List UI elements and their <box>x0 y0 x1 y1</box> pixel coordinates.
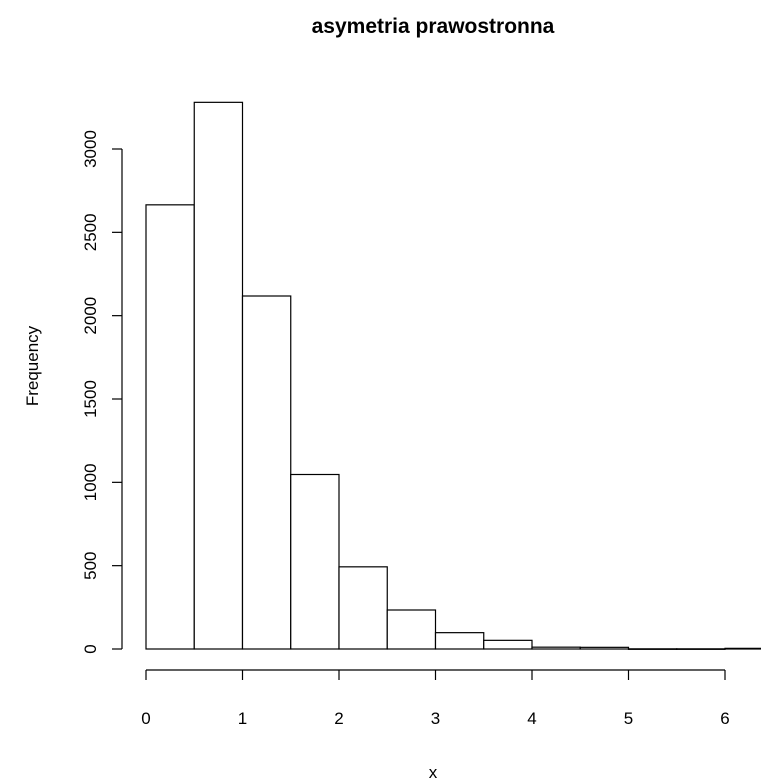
histogram-bar <box>483 639 533 650</box>
histogram-bar <box>531 646 581 650</box>
x-tick-label: 1 <box>238 709 247 728</box>
y-tick-label: 2000 <box>81 297 100 335</box>
x-tick-label: 3 <box>431 709 440 728</box>
x-tick-label: 2 <box>334 709 343 728</box>
histogram-bar <box>627 648 678 650</box>
chart-title: asymetria prawostronna <box>312 15 555 38</box>
histogram-bar <box>579 646 630 650</box>
bars-group <box>145 101 761 650</box>
histogram-bar <box>290 473 340 650</box>
y-tick-label: 500 <box>81 551 100 579</box>
x-tick-label: 4 <box>527 709 536 728</box>
y-tick-label: 3000 <box>81 130 100 168</box>
histogram-bar <box>676 648 726 650</box>
y-tick-label: 1000 <box>81 463 100 501</box>
y-tick-label: 2500 <box>81 213 100 251</box>
histogram-bar <box>193 101 244 650</box>
y-axis: 0 500 1000 1500 2000 2500 3000 <box>81 130 123 654</box>
x-axis-label: x <box>429 763 438 782</box>
x-axis: 0 1 2 3 4 5 6 <box>141 669 730 728</box>
histogram-bar <box>434 632 485 650</box>
y-tick-label: 1500 <box>81 380 100 418</box>
x-tick-label: 0 <box>141 709 150 728</box>
x-tick-label: 5 <box>624 709 633 728</box>
histogram-bar <box>724 647 761 650</box>
histogram-bar <box>241 295 292 650</box>
histogram-bar <box>386 609 437 650</box>
x-tick-label: 6 <box>720 709 729 728</box>
histogram-bar <box>338 566 388 650</box>
y-tick-label: 0 <box>81 644 100 653</box>
y-axis-label: Frequency <box>23 325 42 406</box>
histogram-bar <box>145 204 195 650</box>
